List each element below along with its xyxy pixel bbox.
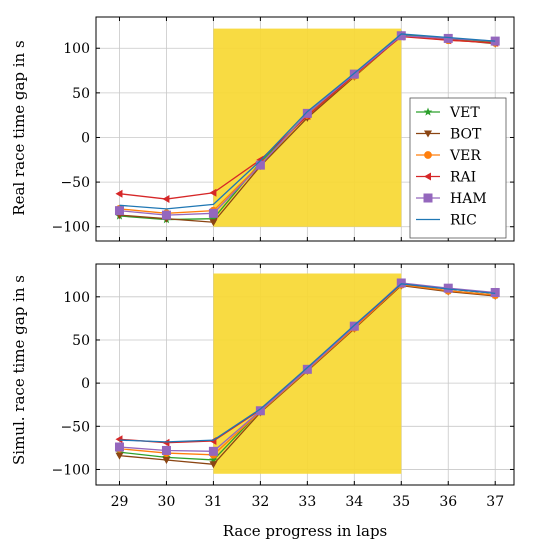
legend-label-ric: RIC — [450, 213, 477, 229]
data-point-ham — [114, 206, 124, 216]
legend-label-rai: RAI — [450, 170, 476, 186]
y-tick-label: −50 — [60, 175, 90, 191]
data-point-vet — [209, 455, 218, 464]
series-line-ric — [119, 283, 496, 443]
legend-box — [409, 97, 507, 239]
data-point-ham — [255, 160, 265, 170]
data-point-rai — [162, 438, 170, 447]
plot-frame — [95, 16, 515, 242]
legend-marker-ver — [424, 151, 432, 159]
data-point-ham — [161, 210, 171, 220]
data-point-ham — [349, 69, 359, 79]
y-tick-label: −100 — [52, 220, 90, 236]
data-point-ham — [208, 208, 218, 218]
panel-simulated-race-time-gap: −100 −50 0 50 100 29 30 31 32 33 34 35 36 37 — [52, 263, 515, 510]
data-point-ham — [255, 406, 265, 416]
data-point-ham — [302, 108, 312, 118]
legend-label-ham: HAM — [450, 191, 487, 207]
data-point-ham — [208, 446, 218, 456]
data-point-rai — [209, 188, 217, 197]
x-tick-label: 31 — [205, 494, 223, 510]
series-line-ric — [119, 33, 496, 210]
x-tick-label: 37 — [486, 494, 504, 510]
data-point-ham — [302, 364, 312, 374]
y-tick-label: 0 — [81, 376, 90, 392]
y-axis-title-bottom: Simul. race time gap in s — [10, 275, 28, 465]
data-point-rai — [162, 195, 170, 204]
plot-frame — [95, 263, 515, 486]
panel-real-race-time-gap: −100 −50 0 50 100 VET BOT VER RAI HAM RIC — [52, 16, 515, 242]
y-tick-label: 0 — [81, 130, 90, 146]
legend-marker-ham — [423, 193, 433, 203]
data-point-ham — [396, 31, 406, 41]
data-point-ham — [443, 33, 453, 43]
x-tick-label: 35 — [392, 494, 410, 510]
data-point-bot — [162, 456, 171, 464]
y-tick-label: 100 — [63, 290, 90, 306]
data-point-ham — [396, 278, 406, 288]
legend-label-ver: VER — [449, 148, 481, 164]
data-point-vet — [209, 214, 218, 223]
y-axis-title-top: Real race time gap in s — [10, 40, 28, 215]
legend-label-vet: VET — [449, 105, 480, 121]
data-point-ham — [161, 445, 171, 455]
x-tick-label: 34 — [345, 494, 363, 510]
y-tick-label: −100 — [52, 462, 90, 478]
x-tick-label: 36 — [439, 494, 457, 510]
x-tick-label: 30 — [158, 494, 176, 510]
legend-marker-bot — [424, 130, 432, 138]
y-tick-label: 50 — [72, 333, 90, 349]
data-point-rai — [115, 435, 123, 444]
y-tick-label: 50 — [72, 86, 90, 102]
x-tick-label: 33 — [298, 494, 316, 510]
data-point-bot — [115, 452, 124, 460]
y-tick-label: 100 — [63, 41, 90, 57]
data-point-ham — [114, 442, 124, 452]
x-tick-label: 29 — [111, 494, 129, 510]
legend-marker-vet — [423, 107, 433, 116]
legend-marker-rai — [424, 172, 431, 181]
y-tick-label: −50 — [60, 419, 90, 435]
legend-label-bot: BOT — [450, 127, 482, 143]
data-point-bot — [209, 461, 218, 469]
x-tick-label: 32 — [251, 494, 269, 510]
data-point-rai — [115, 189, 123, 198]
x-axis-title: Race progress in laps — [223, 522, 388, 540]
data-point-bot — [209, 219, 218, 227]
